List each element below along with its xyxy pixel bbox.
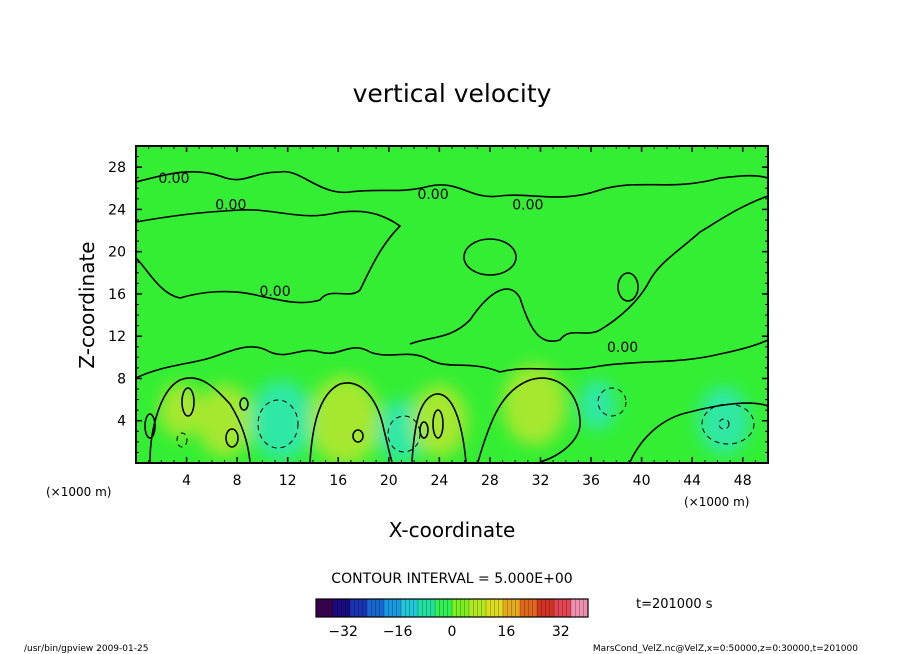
colorbar-swatch (503, 599, 521, 617)
colorbar-tick-label: −16 (383, 624, 413, 640)
y-tick-label: 4 (117, 414, 126, 430)
x-unit-right: (×1000 m) (684, 495, 749, 509)
footer-left: /usr/bin/gpview 2009-01-25 (24, 644, 148, 654)
negative-contour (387, 415, 421, 453)
colorbar-swatch (554, 599, 572, 617)
colorbar-swatch (571, 599, 589, 617)
contour-lines (136, 170, 768, 463)
zero-contour-lower (136, 339, 768, 379)
y-axis-title: Z-coordinate (75, 241, 99, 368)
colorbar-swatch (367, 599, 385, 617)
y-tick-label: 24 (108, 202, 126, 218)
time-label: t=201000 s (636, 597, 713, 612)
x-unit-left: (×1000 m) (46, 485, 111, 499)
contour-label: 0.00 (158, 171, 189, 187)
contour-labels: 0.00 0.00 0.00 0.00 0.00 0.00 (158, 171, 638, 356)
feature-positive (159, 382, 202, 438)
x-tick-label: 20 (380, 473, 398, 489)
colorbar-swatch (316, 599, 334, 617)
contour-label: 0.00 (417, 187, 448, 203)
colorbar-swatch (333, 599, 351, 617)
colorbar-swatch (520, 599, 538, 617)
cell-contour (477, 377, 581, 463)
cell-contour (149, 377, 251, 463)
x-tick-label: 28 (481, 473, 499, 489)
contour-label: 0.00 (259, 284, 290, 300)
contour-label: 0.00 (215, 197, 246, 213)
negative-contour (597, 387, 627, 417)
colorbar-swatch (469, 599, 487, 617)
negative-contour (701, 403, 755, 445)
colorbar-swatch (486, 599, 504, 617)
colorbar-swatch (350, 599, 368, 617)
y-tick-label: 20 (108, 245, 126, 261)
y-axis: 4 8 12 16 20 24 28 (108, 156, 768, 453)
inner-contour (239, 397, 249, 411)
colorbar-swatch (418, 599, 436, 617)
x-tick-label: 44 (683, 473, 701, 489)
inner-contour (432, 409, 444, 439)
x-tick-label: 48 (734, 473, 752, 489)
colorbar-swatch (537, 599, 555, 617)
contour-interval: CONTOUR INTERVAL = 5.000E+00 (331, 571, 572, 587)
feature-positive (309, 375, 380, 463)
x-tick-label: 16 (329, 473, 347, 489)
y-tick-label: 12 (108, 329, 126, 345)
colorbar-swatch (435, 599, 453, 617)
zero-contour-right (409, 195, 768, 345)
x-tick-label: 36 (582, 473, 600, 489)
x-tick-label: 32 (532, 473, 550, 489)
x-axis-title: X-coordinate (389, 518, 516, 542)
negative-contour (257, 399, 299, 449)
colorbar-swatch (452, 599, 470, 617)
x-tick-label: 4 (182, 473, 191, 489)
x-tick-label: 24 (430, 473, 448, 489)
contour-label: 0.00 (512, 197, 543, 213)
footer-right: MarsCond_VelZ.nc@VelZ,x=0:50000,z=0:3000… (593, 644, 858, 654)
closed-contour (463, 238, 517, 276)
colorbar-tick-label: −32 (328, 624, 358, 640)
y-tick-label: 8 (117, 371, 126, 387)
negative-contour (718, 418, 730, 430)
colorbar-swatch (401, 599, 419, 617)
inner-contour (352, 429, 364, 443)
colorbar: −32 −16 0 16 32 (315, 598, 589, 640)
feature-positive (502, 364, 566, 446)
x-axis: 4 8 12 16 20 24 28 32 36 40 44 48 (148, 146, 756, 489)
feature-positive (411, 384, 468, 457)
cell-contour (629, 402, 768, 463)
feature-negative (697, 386, 750, 455)
colorbar-tick-label: 32 (552, 624, 570, 640)
x-tick-label: 8 (233, 473, 242, 489)
chart-title: vertical velocity (353, 79, 552, 108)
colorbar-tick-label: 0 (448, 624, 457, 640)
x-tick-label: 40 (633, 473, 651, 489)
colorbar-swatch (384, 599, 402, 617)
y-tick-label: 16 (108, 287, 126, 303)
inner-contour (181, 387, 195, 417)
feature-positive (196, 384, 253, 457)
inner-contour (144, 413, 156, 439)
negative-contours (176, 387, 755, 453)
zero-contour-mid (136, 208, 402, 304)
zero-contour-upper (136, 170, 768, 198)
feature-negative (249, 380, 313, 462)
inner-contour (225, 428, 239, 448)
plot-area: 0.00 0.00 0.00 0.00 0.00 0.00 (136, 146, 768, 463)
negative-contour (176, 432, 188, 448)
cell-contour (309, 382, 393, 463)
closed-contour (617, 272, 639, 302)
y-tick-label: 28 (108, 160, 126, 176)
colorbar-tick-label: 16 (497, 624, 515, 640)
cell-contour (411, 393, 467, 463)
x-tick-label: 12 (279, 473, 297, 489)
contour-label: 0.00 (607, 340, 638, 356)
colorbar-frame (315, 598, 589, 618)
feature-negative (578, 379, 617, 430)
